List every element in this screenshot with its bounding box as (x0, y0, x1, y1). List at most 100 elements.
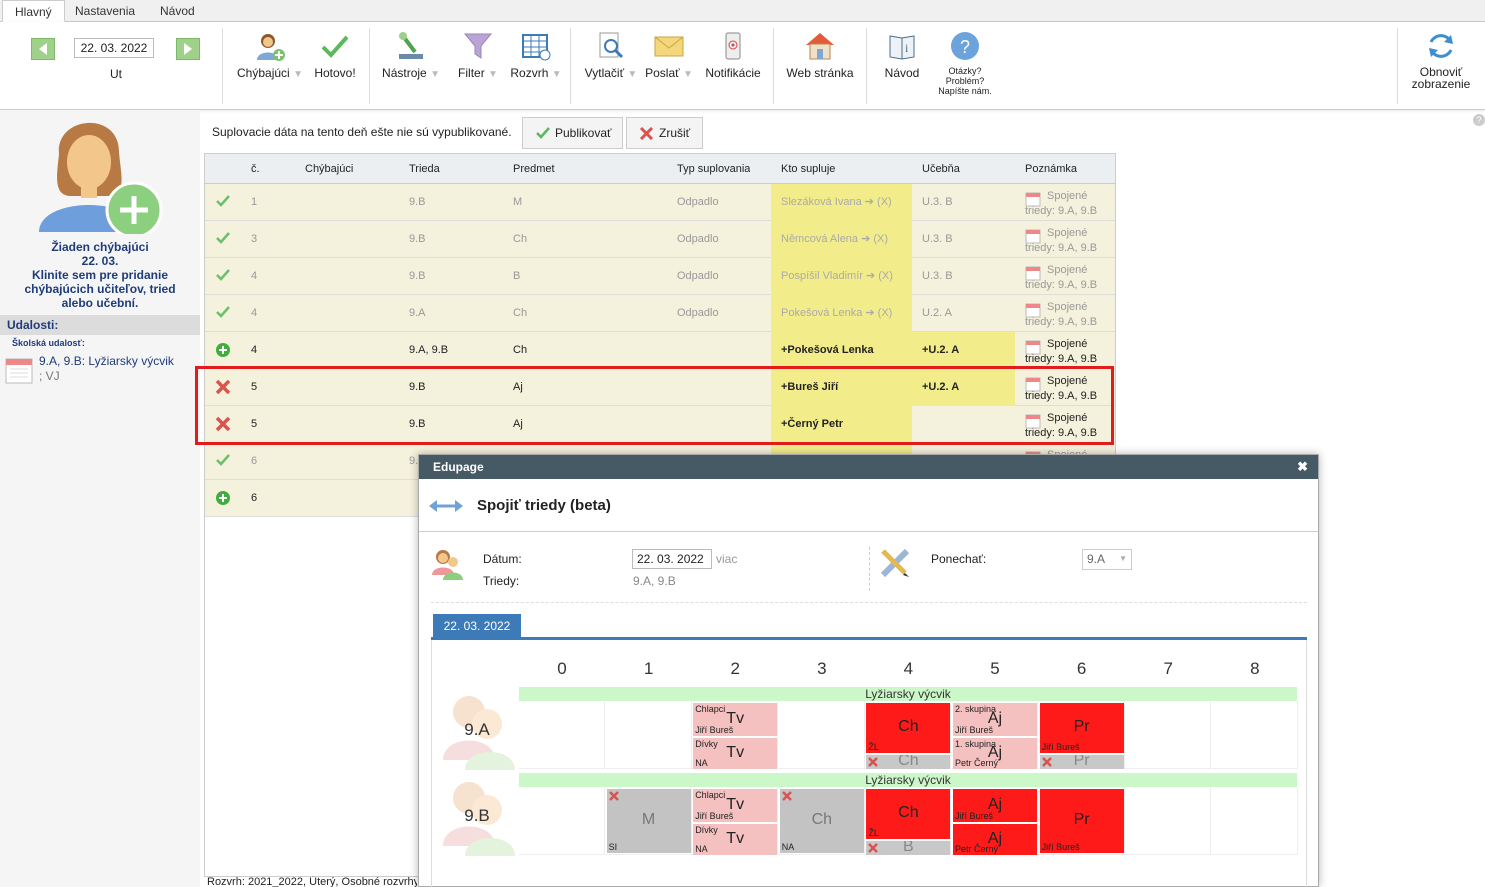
lesson-card[interactable]: Ch ŽL (866, 703, 951, 753)
table-row[interactable]: 4 9.A, 9.B Ch +Pokešová Lenka +U.2. A Spojené… (205, 332, 1115, 369)
schedule-button[interactable]: Rozvrh ▼ (507, 30, 565, 80)
print-button[interactable]: Vytlačiť ▼ (582, 30, 640, 80)
add-absent-message[interactable]: Žiaden chýbajúci 22. 03. Klinite sem pre… (24, 240, 176, 310)
lesson-card[interactable]: Aj 1. skupina Petr Černý (953, 738, 1037, 769)
status-icon[interactable] (215, 305, 231, 321)
col-type[interactable]: Typ suplovania (677, 163, 751, 175)
status-icon[interactable] (215, 379, 231, 395)
lesson-card[interactable]: Ch (866, 755, 951, 769)
status-icon[interactable] (215, 490, 231, 506)
timetable-cell[interactable] (1211, 787, 1298, 855)
website-button[interactable]: Web stránka (784, 30, 856, 80)
class-avatar[interactable]: 9.B (439, 776, 519, 856)
substitute-cell[interactable]: Pokešová Lenka ➔ (X) (771, 295, 912, 332)
note-cell[interactable]: Spojené triedy: 9.A, 9.B (1025, 227, 1098, 254)
room-cell[interactable]: U.3. B (922, 270, 953, 282)
lesson-card[interactable]: Aj Petr Černý (953, 824, 1037, 855)
manual-button[interactable]: i Návod (880, 30, 924, 80)
close-icon[interactable]: ✖ (1297, 459, 1308, 474)
school-event-item[interactable]: 9.A, 9.B: Lyžiarsky výcvik ; VJ (39, 354, 174, 383)
col-num[interactable]: č. (251, 163, 260, 175)
lesson-card[interactable]: Tv Chlapci Jiří Bureš (693, 789, 778, 822)
timetable-cell[interactable] (605, 787, 692, 855)
cancel-button[interactable]: Zrušiť (626, 117, 703, 149)
col-note[interactable]: Poznámka (1025, 163, 1077, 175)
status-icon[interactable] (215, 453, 231, 469)
done-button[interactable]: Hotovo! (313, 30, 357, 80)
status-icon[interactable] (215, 231, 231, 247)
col-class[interactable]: Trieda (409, 163, 440, 175)
table-row[interactable]: 4 9.A Ch Odpadlo Pokešová Lenka ➔ (X) U.2. A S… (205, 295, 1115, 332)
timetable-cell[interactable] (605, 701, 692, 769)
note-cell[interactable]: Spojené triedy: 9.A, 9.B (1025, 190, 1098, 217)
note-cell[interactable]: Spojené triedy: 9.A, 9.B (1025, 412, 1098, 439)
col-room[interactable]: Učebňa (922, 163, 960, 175)
room-cell[interactable]: U.2. A (922, 307, 952, 319)
col-subject[interactable]: Predmet (513, 163, 555, 175)
lesson-card[interactable]: M SI (606, 789, 691, 853)
col-absent[interactable]: Chýbajúci (305, 163, 354, 175)
substitute-cell[interactable]: +Černý Petr (771, 406, 912, 443)
refresh-button[interactable]: Obnoviť zobrazenie (1405, 30, 1477, 90)
lesson-card[interactable]: Ch NA (779, 789, 864, 853)
note-cell[interactable]: Spojené triedy: 9.A, 9.B (1025, 264, 1098, 291)
help-button[interactable]: ? Otázky? Problém? Napíšte nám. (934, 30, 996, 96)
room-cell[interactable]: U.3. B (922, 233, 953, 245)
substitute-cell[interactable]: +Pokešová Lenka (771, 332, 912, 369)
room-cell[interactable]: +U.2. A (912, 369, 1015, 406)
tools-button[interactable]: Nástroje ▼ (380, 30, 442, 80)
tab-date[interactable]: 22. 03. 2022 (433, 614, 521, 638)
add-absent-avatar-icon[interactable] (37, 114, 165, 234)
notifications-button[interactable]: Notifikácie (703, 30, 763, 80)
timetable-cell[interactable] (1125, 787, 1212, 855)
substitute-cell[interactable]: Pospíšil Vladimír ➔ (X) (771, 258, 912, 295)
timetable-cell[interactable] (778, 701, 865, 769)
status-icon[interactable] (215, 342, 231, 358)
table-row[interactable]: 4 9.B B Odpadlo Pospíšil Vladimír ➔ (X) U.3. … (205, 258, 1115, 295)
dialog-date-input[interactable]: 22. 03. 2022 (632, 549, 712, 569)
more-link[interactable]: viac (716, 552, 738, 566)
lesson-card[interactable]: Ch ŽL (866, 789, 951, 839)
lesson-card[interactable]: Tv Chlapci Jiří Bureš (693, 703, 778, 736)
table-row[interactable]: 5 9.B Aj +Bureš Jiří +U.2. A Spojené triedy: 9… (205, 369, 1115, 406)
lesson-card[interactable]: Aj 2. skupina Jiří Bureš (953, 703, 1037, 736)
send-button[interactable]: Poslať ▼ (645, 30, 693, 80)
timetable-cell[interactable] (1125, 701, 1212, 769)
timetable-cell[interactable] (519, 701, 605, 769)
tab-main[interactable]: Hlavný (2, 0, 65, 22)
timetable-cell[interactable] (1038, 787, 1125, 855)
lesson-card[interactable]: Pr Jiří Bureš (1039, 703, 1124, 753)
timetable-cell[interactable] (519, 787, 605, 855)
lesson-card[interactable]: B (866, 841, 951, 855)
lesson-card[interactable]: Pr (1039, 755, 1124, 769)
substitute-cell[interactable]: +Bureš Jiří (771, 369, 912, 406)
status-icon[interactable] (215, 194, 231, 210)
absent-button[interactable]: Chýbajúci ▼ (234, 30, 306, 80)
lesson-card[interactable]: Aj Jiří Bureš (953, 789, 1037, 822)
col-substitute[interactable]: Kto supluje (781, 163, 836, 175)
room-cell[interactable]: U.3. B (922, 196, 953, 208)
table-row[interactable]: 5 9.B Aj +Černý Petr Spojené triedy: 9.A, 9.B (205, 406, 1115, 443)
prev-day-button[interactable] (31, 38, 55, 60)
lesson-card[interactable]: Tv Dívky NA (693, 824, 778, 855)
timetable-cell[interactable] (778, 787, 865, 855)
tab-manual[interactable]: Návod (160, 4, 195, 18)
note-cell[interactable]: Spojené triedy: 9.A, 9.B (1025, 338, 1098, 365)
timetable-cell[interactable] (1211, 701, 1298, 769)
date-input[interactable]: 22. 03. 2022 (74, 38, 154, 58)
next-day-button[interactable] (176, 38, 200, 60)
status-icon[interactable] (215, 268, 231, 284)
note-cell[interactable]: Spojené triedy: 9.A, 9.B (1025, 301, 1098, 328)
status-icon[interactable] (215, 416, 231, 432)
keep-select[interactable]: 9.A ▼ (1082, 549, 1132, 570)
table-row[interactable]: 1 9.B M Odpadlo Slezáková Ivana ➔ (X) U.3. B S… (205, 184, 1115, 221)
help-mini-icon[interactable]: ? (1473, 114, 1485, 126)
note-cell[interactable]: Spojené triedy: 9.A, 9.B (1025, 375, 1098, 402)
filter-button[interactable]: Filter ▼ (453, 30, 503, 80)
publish-button[interactable]: Publikovať (522, 117, 623, 149)
lesson-card[interactable]: Tv Dívky NA (693, 738, 778, 769)
event-bar[interactable]: Lyžiarsky výcvik (519, 687, 1297, 701)
table-row[interactable]: 3 9.B Ch Odpadlo Němcová Alena ➔ (X) U.3. B Sp… (205, 221, 1115, 258)
room-cell[interactable]: +U.2. A (912, 332, 1015, 369)
class-avatar[interactable]: 9.A (439, 690, 519, 770)
